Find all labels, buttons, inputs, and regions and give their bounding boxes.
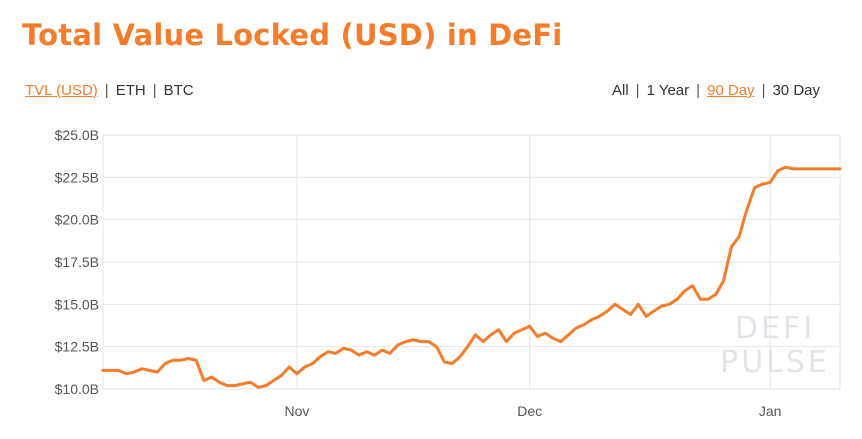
range-30-day[interactable]: 30 Day (772, 82, 820, 99)
chart-grid (102, 134, 841, 390)
range-1-year[interactable]: 1 Year (646, 82, 690, 99)
page-title: Total Value Locked (USD) in DeFi (22, 18, 563, 52)
y-tick-label: $25.0B (55, 127, 99, 143)
y-tick-label: $17.5B (55, 254, 99, 270)
unit-btc[interactable]: BTC (163, 82, 194, 99)
watermark-line-2: PULSE (720, 345, 830, 380)
range-all[interactable]: All (612, 82, 629, 99)
separator: | (635, 82, 640, 99)
unit-tvl-usd[interactable]: TVL (USD) (25, 82, 98, 99)
y-tick-label: $10.0B (55, 381, 99, 397)
range-90-day[interactable]: 90 Day (707, 82, 755, 99)
x-axis-ticks: Nov Dec Jan (284, 403, 781, 419)
x-tick-label: Nov (284, 403, 309, 419)
separator: | (761, 82, 766, 99)
y-axis-ticks: $10.0B $12.5B $15.0B $17.5B $20.0B $22.5B $25.… (55, 127, 99, 397)
separator: | (696, 82, 701, 99)
y-tick-label: $20.0B (55, 212, 99, 228)
chart-series (101, 165, 842, 389)
x-tick-label: Jan (759, 403, 782, 419)
unit-selector: TVL (USD) | ETH | BTC (25, 82, 194, 99)
range-selector: All | 1 Year | 90 Day | 30 Day (612, 82, 820, 99)
x-tick-label: Dec (517, 403, 542, 419)
y-tick-label: $12.5B (55, 339, 99, 355)
y-tick-label: $22.5B (55, 169, 99, 185)
separator: | (104, 82, 109, 99)
separator: | (152, 82, 157, 99)
y-tick-label: $15.0B (55, 296, 99, 312)
series-line-0 (101, 165, 842, 389)
watermark-line-1: DEFI (735, 311, 815, 346)
defi-pulse-watermark: DEFI PULSE (720, 311, 830, 380)
unit-eth[interactable]: ETH (115, 82, 146, 99)
